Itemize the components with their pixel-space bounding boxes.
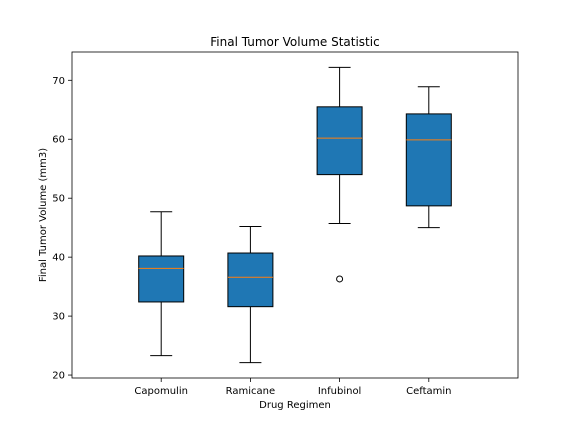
x-tick-label: Ceftamin [406,386,451,397]
box-ramicane [227,252,274,308]
box-infubinol [316,106,363,176]
y-tick-label: 50 [52,194,65,205]
axes-frame [71,51,519,379]
y-tick-label: 30 [52,312,65,323]
outlier-point [336,275,344,283]
y-tick-label: 20 [52,371,65,382]
x-tick-label: Infubinol [318,386,362,397]
y-axis-label: Final Tumor Volume (mm3) [38,148,49,282]
y-tick-label: 60 [52,135,65,146]
box-capomulin [138,255,185,303]
x-tick-label: Ramicane [226,386,276,397]
y-tick-label: 70 [52,76,65,87]
plot-area: Capomulin Ramicane Infubinol Ceftamin 20 30 40… [52,51,519,397]
x-tick-label: Capomulin [134,386,188,397]
y-tick-label: 40 [52,253,65,264]
box-ceftamin [405,113,452,207]
chart-title: Final Tumor Volume Statistic [210,35,379,49]
x-axis-label: Drug Regimen [259,400,331,411]
